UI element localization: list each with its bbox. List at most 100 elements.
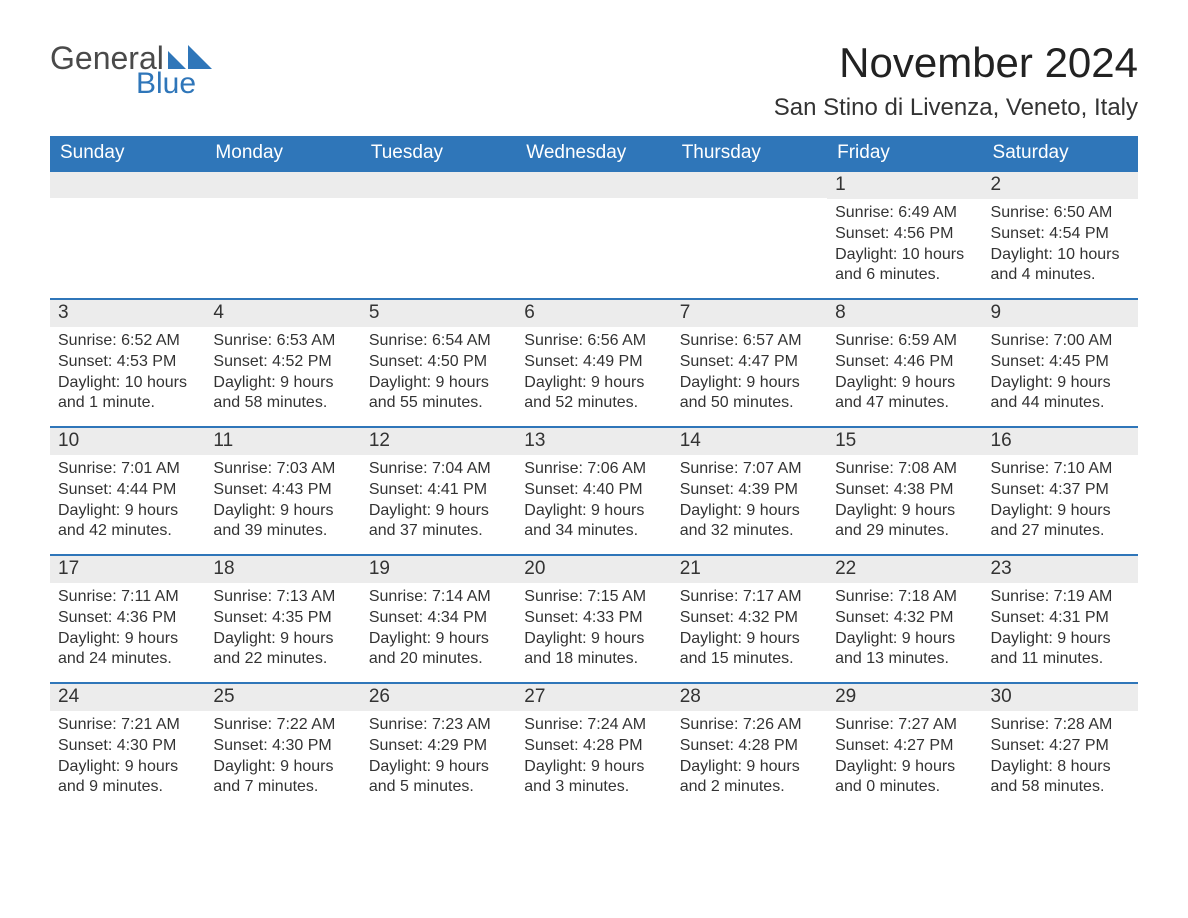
day-body: Sunrise: 7:04 AMSunset: 4:41 PMDaylight:… [361, 455, 516, 550]
day-sunset: Sunset: 4:27 PM [991, 736, 1130, 757]
day-daylight2: and 34 minutes. [524, 521, 663, 542]
day-daylight1: Daylight: 9 hours [524, 757, 663, 778]
day-sunrise: Sunrise: 7:27 AM [835, 715, 974, 736]
day-body: Sunrise: 7:27 AMSunset: 4:27 PMDaylight:… [827, 711, 982, 806]
day-daylight1: Daylight: 9 hours [58, 757, 197, 778]
day-body: Sunrise: 6:50 AMSunset: 4:54 PMDaylight:… [983, 199, 1138, 294]
day-cell: 22Sunrise: 7:18 AMSunset: 4:32 PMDayligh… [827, 556, 982, 682]
day-cell: 18Sunrise: 7:13 AMSunset: 4:35 PMDayligh… [205, 556, 360, 682]
day-sunset: Sunset: 4:33 PM [524, 608, 663, 629]
day-number [672, 172, 827, 198]
day-daylight1: Daylight: 10 hours [835, 245, 974, 266]
day-daylight2: and 15 minutes. [680, 649, 819, 670]
weekday-header-row: Sunday Monday Tuesday Wednesday Thursday… [50, 136, 1138, 170]
day-daylight1: Daylight: 9 hours [369, 373, 508, 394]
day-body: Sunrise: 6:56 AMSunset: 4:49 PMDaylight:… [516, 327, 671, 422]
weekday-header: Wednesday [516, 136, 671, 170]
day-sunset: Sunset: 4:29 PM [369, 736, 508, 757]
day-number: 7 [672, 300, 827, 327]
day-sunrise: Sunrise: 7:19 AM [991, 587, 1130, 608]
day-cell: 25Sunrise: 7:22 AMSunset: 4:30 PMDayligh… [205, 684, 360, 810]
day-number: 28 [672, 684, 827, 711]
day-sunset: Sunset: 4:46 PM [835, 352, 974, 373]
weekday-header: Monday [205, 136, 360, 170]
day-sunrise: Sunrise: 6:50 AM [991, 203, 1130, 224]
day-daylight1: Daylight: 9 hours [835, 757, 974, 778]
day-daylight2: and 7 minutes. [213, 777, 352, 798]
day-sunset: Sunset: 4:41 PM [369, 480, 508, 501]
day-body: Sunrise: 7:08 AMSunset: 4:38 PMDaylight:… [827, 455, 982, 550]
day-number: 15 [827, 428, 982, 455]
day-sunrise: Sunrise: 7:00 AM [991, 331, 1130, 352]
weekday-header: Sunday [50, 136, 205, 170]
day-body: Sunrise: 7:06 AMSunset: 4:40 PMDaylight:… [516, 455, 671, 550]
day-daylight1: Daylight: 9 hours [213, 629, 352, 650]
weekday-header: Thursday [672, 136, 827, 170]
day-number: 27 [516, 684, 671, 711]
day-daylight2: and 18 minutes. [524, 649, 663, 670]
day-daylight2: and 13 minutes. [835, 649, 974, 670]
brand-line2: Blue [136, 67, 196, 101]
day-body: Sunrise: 7:18 AMSunset: 4:32 PMDaylight:… [827, 583, 982, 678]
day-daylight2: and 42 minutes. [58, 521, 197, 542]
day-cell: 11Sunrise: 7:03 AMSunset: 4:43 PMDayligh… [205, 428, 360, 554]
day-daylight2: and 4 minutes. [991, 265, 1130, 286]
day-cell: 3Sunrise: 6:52 AMSunset: 4:53 PMDaylight… [50, 300, 205, 426]
day-body: Sunrise: 7:11 AMSunset: 4:36 PMDaylight:… [50, 583, 205, 678]
day-number: 14 [672, 428, 827, 455]
day-cell [205, 172, 360, 298]
day-number: 3 [50, 300, 205, 327]
day-sunrise: Sunrise: 7:01 AM [58, 459, 197, 480]
day-sunrise: Sunrise: 7:14 AM [369, 587, 508, 608]
day-sunset: Sunset: 4:45 PM [991, 352, 1130, 373]
day-sunrise: Sunrise: 6:59 AM [835, 331, 974, 352]
day-sunset: Sunset: 4:40 PM [524, 480, 663, 501]
day-sunrise: Sunrise: 7:03 AM [213, 459, 352, 480]
day-number: 13 [516, 428, 671, 455]
day-daylight1: Daylight: 9 hours [991, 501, 1130, 522]
day-cell: 27Sunrise: 7:24 AMSunset: 4:28 PMDayligh… [516, 684, 671, 810]
day-number: 25 [205, 684, 360, 711]
day-cell: 23Sunrise: 7:19 AMSunset: 4:31 PMDayligh… [983, 556, 1138, 682]
day-sunrise: Sunrise: 7:21 AM [58, 715, 197, 736]
day-daylight2: and 47 minutes. [835, 393, 974, 414]
day-body: Sunrise: 7:10 AMSunset: 4:37 PMDaylight:… [983, 455, 1138, 550]
day-number: 17 [50, 556, 205, 583]
day-cell: 13Sunrise: 7:06 AMSunset: 4:40 PMDayligh… [516, 428, 671, 554]
day-daylight2: and 29 minutes. [835, 521, 974, 542]
day-sunset: Sunset: 4:52 PM [213, 352, 352, 373]
day-number: 18 [205, 556, 360, 583]
day-cell: 6Sunrise: 6:56 AMSunset: 4:49 PMDaylight… [516, 300, 671, 426]
day-daylight2: and 20 minutes. [369, 649, 508, 670]
day-body: Sunrise: 7:13 AMSunset: 4:35 PMDaylight:… [205, 583, 360, 678]
day-sunrise: Sunrise: 7:13 AM [213, 587, 352, 608]
day-body: Sunrise: 6:49 AMSunset: 4:56 PMDaylight:… [827, 199, 982, 294]
day-daylight1: Daylight: 9 hours [524, 373, 663, 394]
day-daylight1: Daylight: 9 hours [524, 629, 663, 650]
day-number [516, 172, 671, 198]
day-daylight2: and 37 minutes. [369, 521, 508, 542]
day-sunrise: Sunrise: 7:24 AM [524, 715, 663, 736]
day-number: 12 [361, 428, 516, 455]
day-sunset: Sunset: 4:28 PM [680, 736, 819, 757]
day-sunrise: Sunrise: 7:11 AM [58, 587, 197, 608]
day-daylight1: Daylight: 10 hours [58, 373, 197, 394]
day-daylight2: and 39 minutes. [213, 521, 352, 542]
weeks-container: 1Sunrise: 6:49 AMSunset: 4:56 PMDaylight… [50, 170, 1138, 810]
day-cell: 21Sunrise: 7:17 AMSunset: 4:32 PMDayligh… [672, 556, 827, 682]
day-daylight1: Daylight: 9 hours [680, 373, 819, 394]
day-number: 11 [205, 428, 360, 455]
day-sunset: Sunset: 4:37 PM [991, 480, 1130, 501]
day-body: Sunrise: 7:07 AMSunset: 4:39 PMDaylight:… [672, 455, 827, 550]
day-cell [516, 172, 671, 298]
day-cell: 15Sunrise: 7:08 AMSunset: 4:38 PMDayligh… [827, 428, 982, 554]
week-row: 17Sunrise: 7:11 AMSunset: 4:36 PMDayligh… [50, 554, 1138, 682]
day-number: 9 [983, 300, 1138, 327]
day-daylight1: Daylight: 9 hours [835, 501, 974, 522]
day-daylight2: and 22 minutes. [213, 649, 352, 670]
day-daylight2: and 11 minutes. [991, 649, 1130, 670]
day-daylight1: Daylight: 9 hours [991, 629, 1130, 650]
day-cell: 16Sunrise: 7:10 AMSunset: 4:37 PMDayligh… [983, 428, 1138, 554]
day-body: Sunrise: 7:23 AMSunset: 4:29 PMDaylight:… [361, 711, 516, 806]
weekday-header: Tuesday [361, 136, 516, 170]
